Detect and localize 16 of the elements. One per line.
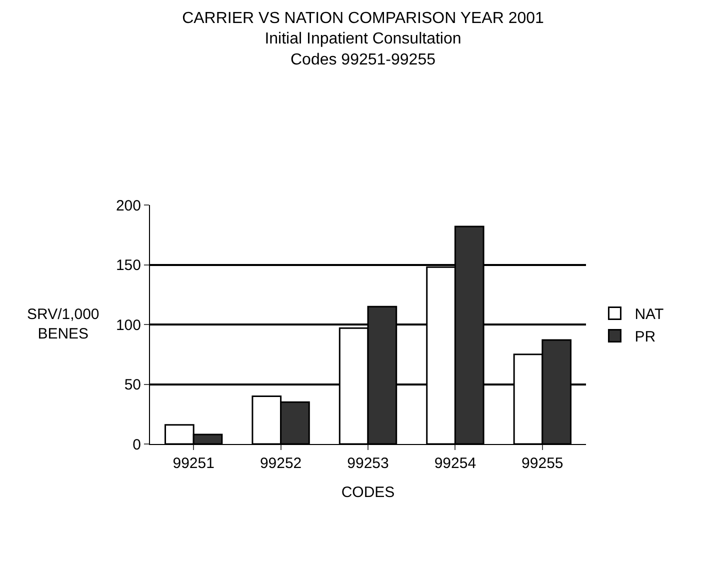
x-tick-label: 99252 (260, 455, 302, 472)
legend-label: PR (634, 328, 656, 346)
y-tick-label: 150 (116, 257, 141, 274)
y-tick-label: 50 (124, 376, 141, 394)
y-tick-label: 0 (132, 436, 141, 454)
y-axis-title: SRV/1,000 BENES (27, 306, 100, 342)
x-axis-title: CODES (341, 484, 395, 501)
x-tick-label: 99254 (434, 455, 476, 472)
legend-label: NAT (634, 306, 664, 324)
y-tick-label: 100 (116, 316, 141, 334)
x-tick-label: 99253 (347, 455, 389, 472)
chart-subtitle: Initial Inpatient Consultation Codes 99251-99255 (264, 30, 462, 68)
y-tick-label: 200 (116, 197, 141, 214)
x-tick-label: 99255 (522, 455, 564, 472)
x-tick-label: 99251 (172, 455, 214, 472)
chart-title: CARRIER VS NATION COMPARISON YEAR 2001 (182, 10, 544, 27)
